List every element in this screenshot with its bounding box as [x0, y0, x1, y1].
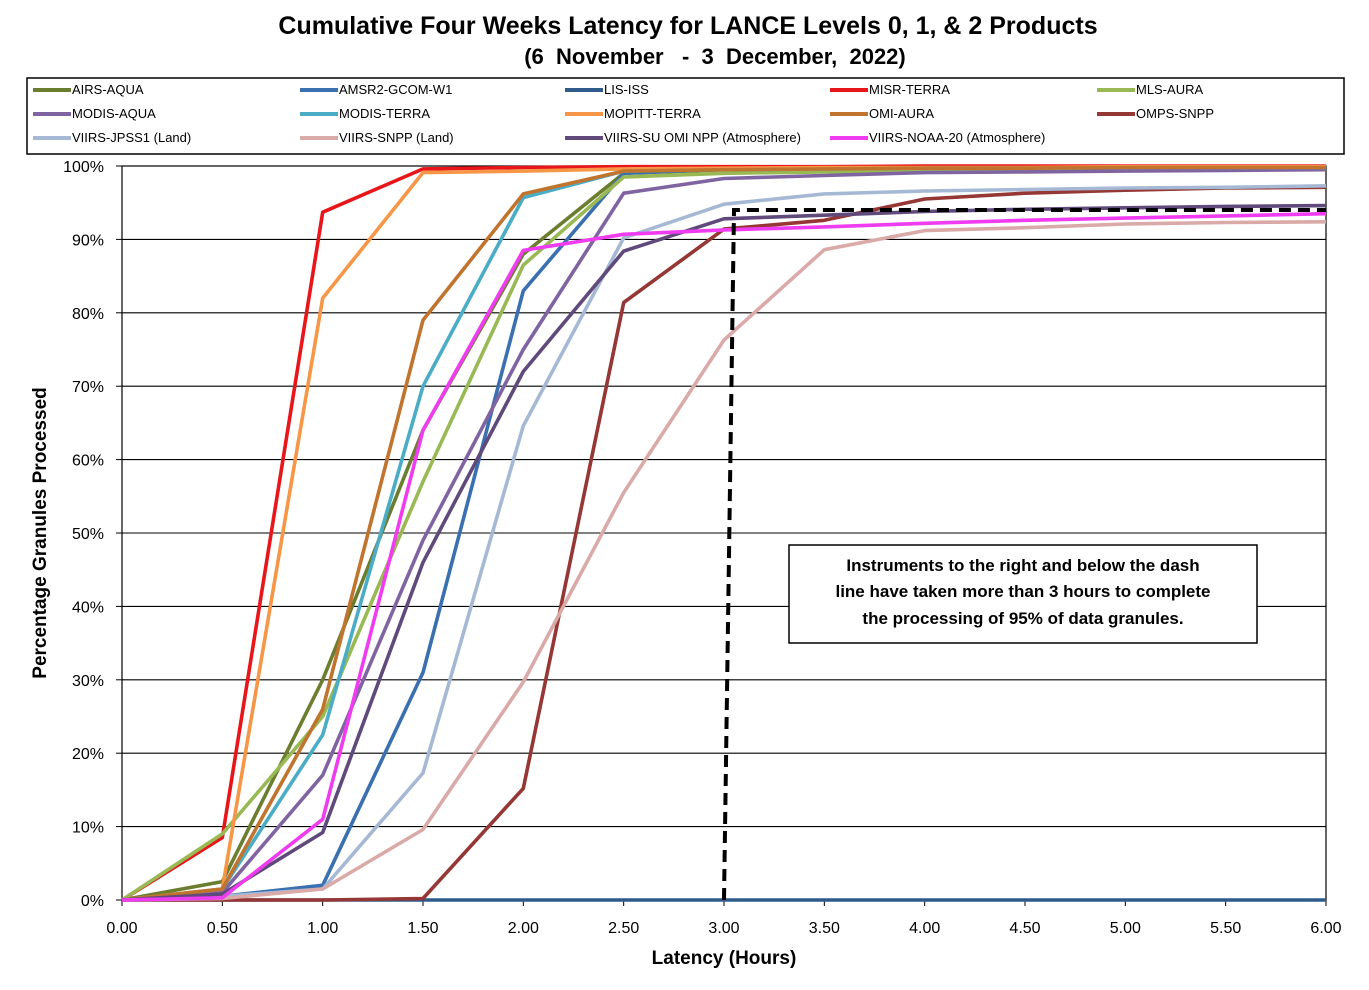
legend-label-modis-terra: MODIS-TERRA: [339, 106, 430, 121]
legend-label-omi-aura: OMI-AURA: [869, 106, 934, 121]
legend-label-airs-aqua: AIRS-AQUA: [72, 82, 144, 97]
legend-label-modis-aqua: MODIS-AQUA: [72, 106, 156, 121]
gridlines: [122, 165, 1326, 901]
legend-label-mls-aura: MLS-AURA: [1136, 82, 1204, 97]
y-tick-label: 80%: [72, 306, 104, 323]
x-tick-label: 4.50: [1009, 920, 1040, 937]
legend-label-lis-iss: LIS-ISS: [604, 82, 649, 97]
annotation-line-2: line have taken more than 3 hours to com…: [835, 582, 1210, 601]
y-tick-label: 50%: [72, 526, 104, 543]
x-tick-label: 0.00: [106, 920, 137, 937]
legend-label-viirs-snpp-land: VIIRS-SNPP (Land): [339, 130, 454, 145]
y-tick-label: 0%: [81, 893, 104, 910]
annotation-box: [788, 544, 1258, 644]
y-tick-label: 60%: [72, 453, 104, 470]
y-tick-label: 90%: [72, 232, 104, 249]
series-line-omi-aura: [121, 165, 1326, 902]
y-tick-label: 30%: [72, 673, 104, 690]
x-tick-label: 1.00: [307, 920, 338, 937]
data-series: [121, 164, 1327, 902]
y-tick-label: 100%: [63, 159, 104, 176]
chart-title: Cumulative Four Weeks Latency for LANCE …: [278, 12, 1097, 40]
legend-label-amsr2-gcom-w1: AMSR2-GCOM-W1: [339, 82, 452, 97]
y-tick-label: 70%: [72, 379, 104, 396]
threshold-line: [722, 208, 1326, 901]
series-line-viirs-jpss1-land: [121, 184, 1327, 902]
annotation-line-3: the processing of 95% of data granules.: [862, 609, 1183, 628]
legend: AIRS-AQUA AMSR2-GCOM-W1 LIS-ISS MISR-TERRA M…: [33, 82, 1214, 145]
legend-label-mopitt-terra: MOPITT-TERRA: [604, 106, 701, 121]
series-line-mls-aura: [121, 167, 1327, 902]
series-line-modis-terra: [121, 165, 1326, 902]
x-tick-label: 0.50: [207, 920, 238, 937]
x-axis-ticks: 0.00 0.50 1.00 1.50 2.00 2.50 3.00 3.50 4.00 4.50…: [106, 900, 1342, 937]
x-tick-label: 6.00: [1310, 920, 1341, 937]
legend-label-viirs-su-omi-npp-atmosphere: VIIRS-SU OMI NPP (Atmosphere): [604, 130, 801, 145]
series-line-modis-aqua: [121, 167, 1327, 902]
series-line-viirs-snpp-land: [121, 220, 1327, 902]
x-tick-label: 1.50: [407, 920, 438, 937]
x-tick-label: 3.00: [708, 920, 739, 937]
chart-subtitle: (6 November - 3 December, 2022): [524, 44, 906, 69]
x-tick-label: 2.00: [508, 920, 539, 937]
x-tick-label: 5.00: [1110, 920, 1141, 937]
y-tick-label: 20%: [72, 746, 104, 763]
x-tick-label: 3.50: [809, 920, 840, 937]
y-tick-label: 40%: [72, 599, 104, 616]
legend-label-viirs-noaa-20-atmosphere: VIIRS-NOAA-20 (Atmosphere): [869, 130, 1045, 145]
threshold-dash-line: [722, 208, 1326, 901]
y-axis-title: Percentage Granules Processed: [30, 387, 51, 678]
x-tick-label: 4.00: [909, 920, 940, 937]
x-tick-label: 5.50: [1210, 920, 1241, 937]
x-tick-label: 2.50: [608, 920, 639, 937]
annotation-line-1: Instruments to the right and below the d…: [846, 556, 1199, 575]
series-line-viirs-su-omi-npp-atmosphere: [121, 203, 1327, 902]
x-axis-title: Latency (Hours): [652, 948, 797, 969]
legend-label-viirs-jpss1-land: VIIRS-JPSS1 (Land): [72, 130, 191, 145]
series-line-viirs-noaa-20-atmosphere: [121, 211, 1327, 902]
legend-label-omps-snpp: OMPS-SNPP: [1136, 106, 1214, 121]
y-axis-ticks: 0% 10% 20% 30% 40% 50% 60% 70% 80% 90% 100%: [63, 159, 122, 910]
y-tick-label: 10%: [72, 820, 104, 837]
legend-label-misr-terra: MISR-TERRA: [869, 82, 950, 97]
